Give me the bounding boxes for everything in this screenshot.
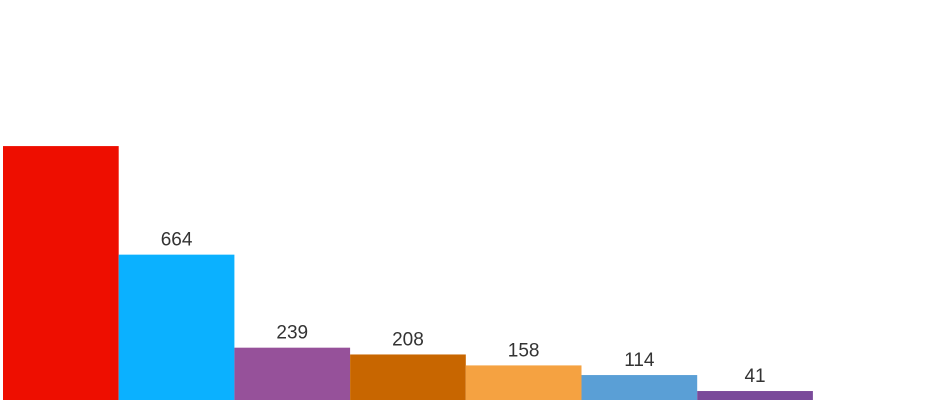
data-labels-group: 664 239 208 158 114 41	[161, 230, 766, 387]
bar-value-label-6: 114	[624, 350, 655, 371]
bar-7	[697, 391, 813, 400]
bar-value-label-3: 239	[276, 323, 308, 344]
bar-6	[581, 375, 698, 400]
bar-value-label-5: 158	[508, 340, 540, 361]
bar-1	[3, 146, 119, 400]
bar-value-label-4: 208	[392, 329, 424, 350]
bars-group	[3, 146, 813, 400]
bar-2	[118, 254, 235, 400]
bar-5	[465, 365, 582, 400]
bar-value-label-2: 664	[161, 230, 193, 251]
bar-3	[234, 347, 351, 400]
bar-value-label-7: 41	[744, 366, 765, 387]
bar-4	[350, 354, 466, 400]
